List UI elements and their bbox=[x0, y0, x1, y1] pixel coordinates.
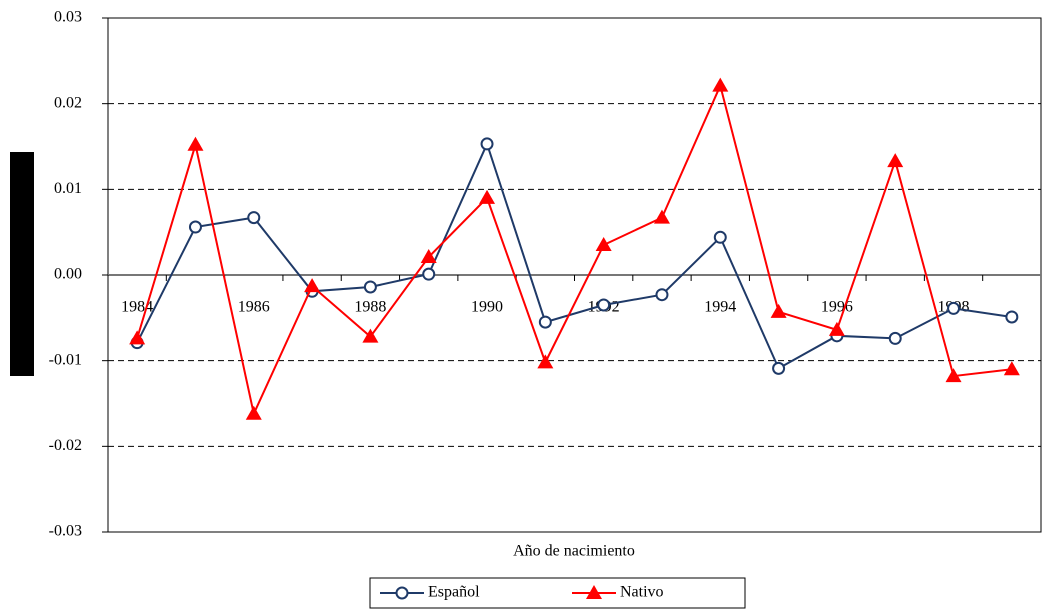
series-marker bbox=[772, 361, 786, 375]
legend-label: Nativo bbox=[620, 584, 664, 601]
legend-marker bbox=[586, 585, 602, 599]
y-tick-label: 0.00 bbox=[54, 266, 82, 283]
series-marker bbox=[770, 303, 787, 318]
series-marker bbox=[595, 237, 612, 252]
x-tick-label: 1994 bbox=[704, 299, 736, 316]
series-marker bbox=[480, 137, 494, 151]
y-tick-label: 0.02 bbox=[54, 94, 82, 111]
legend-label: Español bbox=[428, 584, 480, 601]
y-tick-label: -0.01 bbox=[49, 351, 82, 368]
series-marker bbox=[422, 267, 436, 281]
series-marker bbox=[538, 315, 552, 329]
legend-marker bbox=[395, 586, 409, 600]
series-marker bbox=[655, 288, 669, 302]
y-tick-label: -0.02 bbox=[49, 437, 82, 454]
x-tick-label: 1996 bbox=[821, 299, 853, 316]
series-marker bbox=[363, 280, 377, 294]
series-marker bbox=[888, 331, 902, 345]
series-marker bbox=[947, 301, 961, 315]
x-tick-label: 1986 bbox=[238, 299, 270, 316]
series-marker bbox=[887, 153, 904, 168]
series-marker bbox=[828, 321, 845, 336]
series-marker bbox=[653, 209, 670, 224]
series-line bbox=[136, 141, 1012, 370]
series-marker bbox=[945, 368, 962, 383]
series-marker bbox=[187, 136, 204, 151]
series-marker bbox=[304, 278, 321, 293]
y-tick-label: 0.01 bbox=[54, 180, 82, 197]
series-marker bbox=[247, 211, 261, 225]
series-line bbox=[136, 82, 1012, 417]
series-marker bbox=[245, 405, 262, 420]
x-axis-title: Año de nacimiento bbox=[513, 543, 635, 560]
y-tick-label: 0.03 bbox=[54, 9, 82, 26]
series-marker bbox=[420, 249, 437, 264]
series-marker bbox=[479, 189, 496, 204]
series-marker bbox=[362, 328, 379, 343]
series-marker bbox=[712, 77, 729, 92]
series-marker bbox=[129, 330, 146, 345]
series-marker bbox=[188, 220, 202, 234]
x-tick-label: 1988 bbox=[354, 299, 386, 316]
series-marker bbox=[537, 354, 554, 369]
series-marker bbox=[597, 298, 611, 312]
series-marker bbox=[1003, 361, 1020, 376]
x-tick-label: 1990 bbox=[471, 299, 503, 316]
legend bbox=[369, 577, 746, 609]
y-axis-label-box bbox=[10, 152, 34, 376]
series-marker bbox=[713, 230, 727, 244]
series-marker bbox=[1005, 310, 1019, 324]
y-tick-label: -0.03 bbox=[49, 523, 82, 540]
